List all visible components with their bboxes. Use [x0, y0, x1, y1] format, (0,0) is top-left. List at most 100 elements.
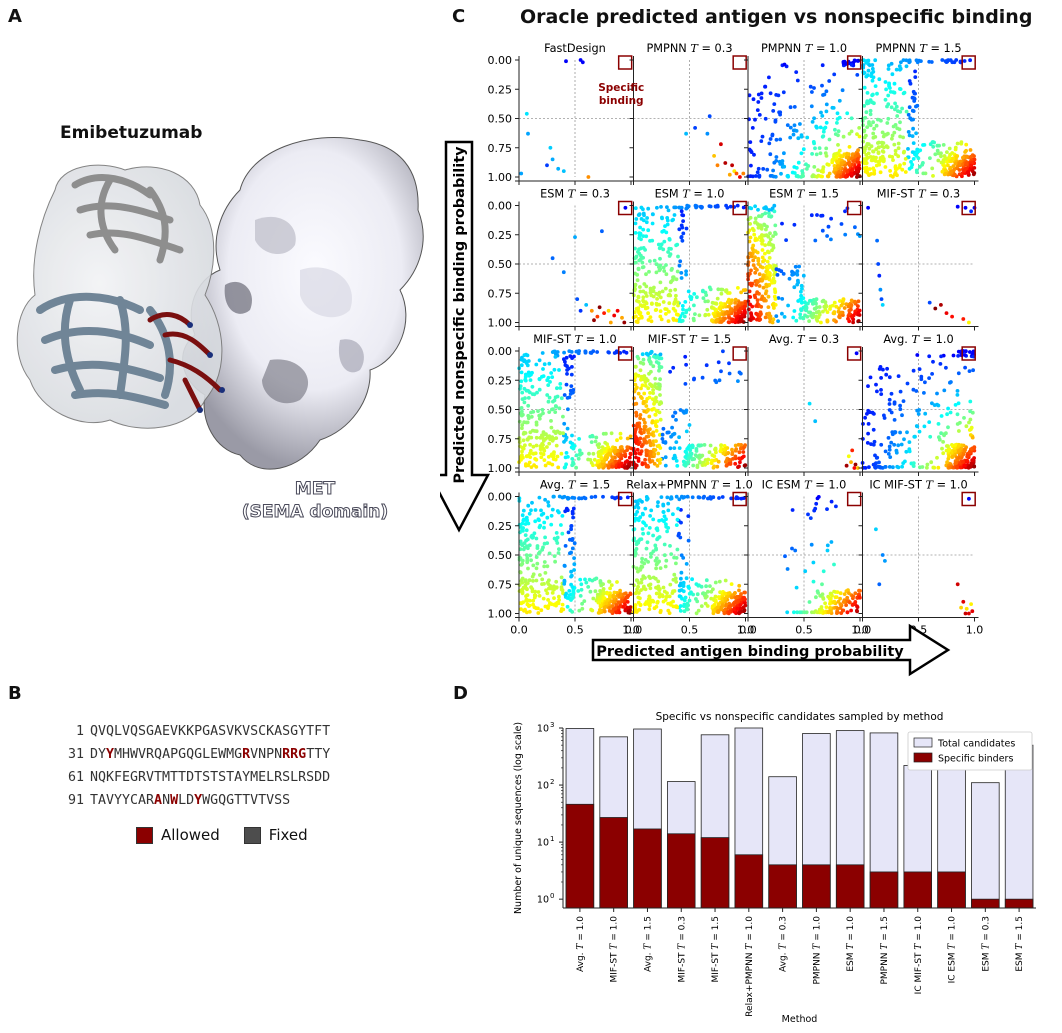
scatter-point — [893, 152, 898, 156]
scatter-point — [917, 165, 922, 169]
scatter-point — [658, 267, 663, 271]
scatter-point — [747, 239, 752, 244]
scatter-point — [803, 307, 808, 312]
scatter-point — [743, 443, 747, 447]
scatter-point — [913, 75, 918, 79]
scatter-point — [801, 296, 806, 301]
scatter-point — [831, 600, 836, 605]
fixed-residues: NQKFEGRVTMTTDTSTSTAYMELRSLRSDD — [90, 770, 331, 785]
scatter-point — [635, 510, 640, 514]
scatter-point — [768, 91, 773, 96]
scatter-point — [533, 593, 538, 598]
scatter-point — [690, 577, 694, 582]
scatter-point — [613, 606, 618, 611]
scatter-point — [723, 161, 728, 165]
scatter-point — [876, 141, 880, 145]
scatter-point — [570, 433, 574, 438]
scatter-point — [673, 309, 678, 313]
scatter-point — [557, 547, 561, 551]
scatter-point — [944, 365, 948, 370]
scatter-point — [601, 591, 606, 596]
scatter-point — [961, 460, 965, 464]
scatter-point — [696, 608, 701, 613]
scatter-point — [816, 495, 821, 499]
scatter-point — [868, 375, 873, 380]
scatter-point — [521, 446, 526, 451]
scatter-point — [545, 564, 550, 569]
scatter-point — [642, 304, 647, 308]
scatter-point — [557, 594, 561, 599]
scatter-point — [645, 497, 649, 502]
scatter-point — [599, 448, 604, 453]
scatter-point — [917, 367, 922, 371]
scatter-point — [634, 306, 639, 311]
scatter-point — [727, 457, 732, 462]
scatter-point — [776, 296, 781, 300]
scatter-point — [727, 610, 732, 614]
scatter-point — [708, 584, 712, 588]
scatter-point — [556, 601, 561, 606]
scatter-point — [817, 305, 822, 309]
scatter-point — [669, 552, 674, 556]
scatter-point — [890, 72, 895, 77]
scatter-point — [604, 601, 609, 605]
scatter-point — [635, 272, 640, 277]
scatter-point — [957, 162, 962, 167]
scatter-point — [657, 594, 662, 599]
scatter-point — [619, 445, 624, 449]
antigen-label: MET (SEMA domain) — [205, 478, 425, 524]
scatter-point — [534, 566, 539, 571]
scatter-point — [877, 273, 882, 278]
scatter-point — [715, 464, 720, 469]
scatter-point — [769, 279, 774, 284]
scatter-point — [561, 414, 565, 419]
scatter-point — [874, 382, 878, 387]
scatter-point — [597, 465, 601, 470]
x-tick-label: 0.5 — [566, 624, 584, 637]
scatter-point — [760, 278, 765, 282]
subplot-title: MIF-ST T = 1.0 — [533, 333, 617, 346]
scatter-point — [653, 420, 658, 425]
scatter-point — [567, 593, 572, 597]
scatter-point — [673, 410, 678, 415]
scatter-point — [663, 463, 668, 468]
scatter-point — [668, 293, 673, 298]
scatter-point — [723, 316, 727, 321]
scatter-point — [750, 251, 755, 256]
scatter-point — [676, 303, 680, 308]
scatter-point — [525, 610, 529, 615]
scatter-point — [957, 443, 962, 447]
scatter-point — [625, 605, 630, 610]
scatter-point — [627, 455, 632, 460]
scatter-point — [606, 464, 611, 469]
scatter-point — [799, 300, 804, 305]
scatter-point — [857, 308, 862, 313]
scatter-point — [672, 446, 677, 450]
scatter-point — [841, 600, 846, 604]
scatter-point — [609, 431, 614, 436]
scatter-point — [760, 238, 765, 243]
scatter-point — [598, 589, 602, 593]
scatter-point — [911, 368, 916, 373]
scatter-point — [807, 310, 811, 315]
scatter-point — [686, 514, 691, 518]
scatter-point — [655, 355, 659, 359]
scatter-point — [743, 288, 748, 292]
scatter-point — [640, 556, 644, 561]
scatter-point — [658, 256, 662, 261]
scatter-point — [575, 297, 580, 301]
scatter-point — [781, 90, 786, 95]
scatter-point — [799, 293, 803, 298]
scatter-point — [674, 318, 679, 323]
scatter-point — [576, 351, 581, 356]
scatter-point — [545, 393, 550, 397]
scatter-point — [763, 84, 767, 89]
scatter-point — [668, 446, 673, 451]
scatter-point — [945, 150, 949, 154]
scatter-point — [738, 175, 742, 179]
scatter-point — [813, 238, 818, 243]
scatter-point — [537, 358, 542, 363]
scatter-point — [729, 603, 734, 608]
scatter-point — [566, 407, 570, 412]
scatter-point — [594, 435, 599, 440]
